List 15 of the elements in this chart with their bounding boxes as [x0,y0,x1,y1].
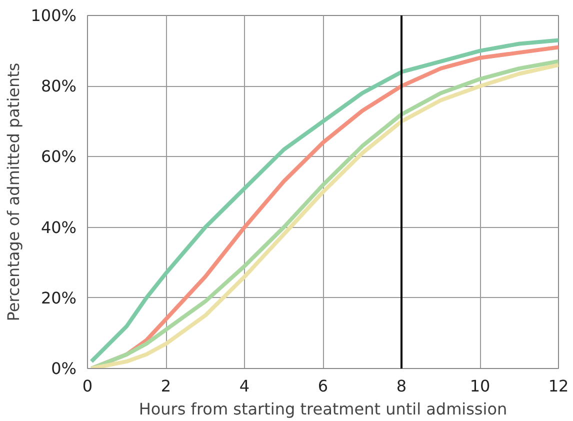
y-tick-label: 80% [40,76,76,96]
y-tick-label: 60% [40,147,76,166]
x-tick-label: 6 [318,376,328,396]
y-axis-title: Percentage of admitted patients [4,62,23,322]
y-tick-label: 20% [40,288,76,308]
x-tick-label: 10 [470,376,490,396]
x-tick-label: 0 [82,376,93,396]
x-axis-title: Hours from starting treatment until admission [138,400,508,418]
x-tick-label: 4 [239,376,250,396]
x-tick-label: 8 [396,376,407,396]
y-tick-label: 0% [51,359,77,378]
x-tick-label: 12 [548,376,569,396]
y-tick-label: 100% [30,6,77,25]
y-tick-label: 40% [40,218,76,237]
x-tick-label: 2 [160,376,172,396]
